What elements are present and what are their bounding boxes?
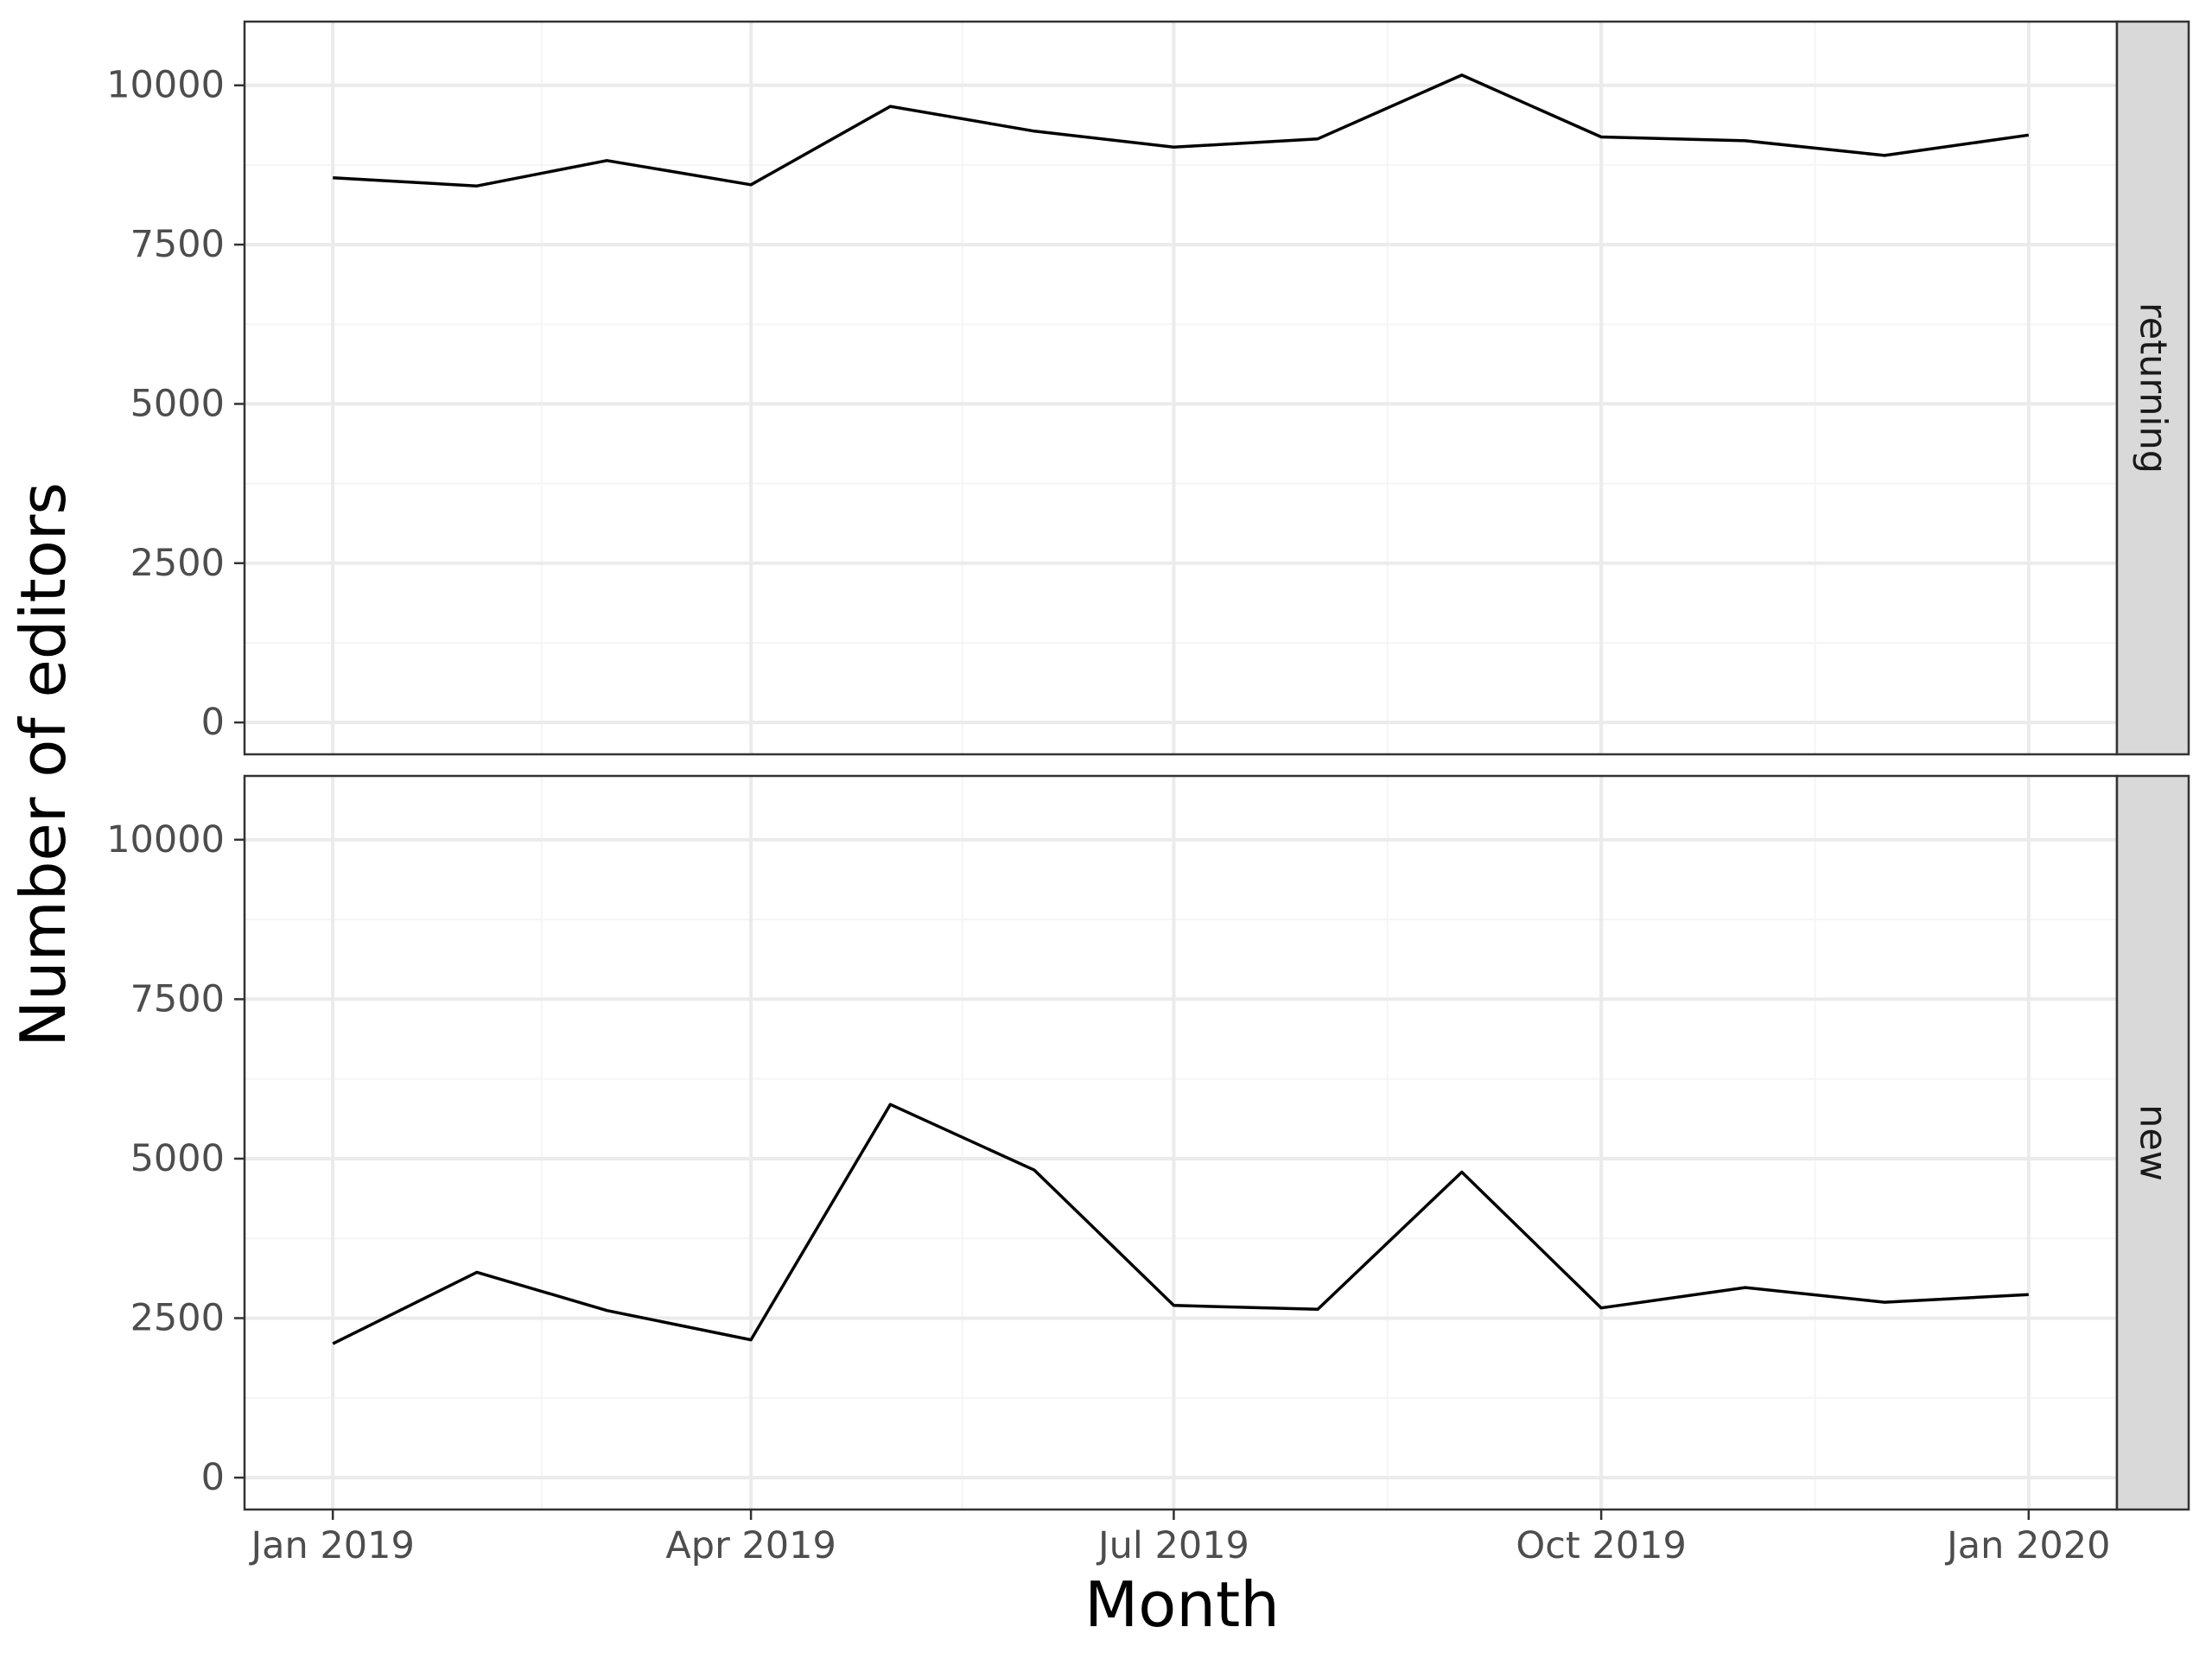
- x-tick-label: Apr 2019: [665, 1524, 836, 1567]
- panel-background: [245, 776, 2117, 1510]
- facet-strip: [2115, 20, 2190, 756]
- y-tick-label: 5000: [130, 1137, 225, 1180]
- facet-strip-label: returning: [2132, 302, 2175, 474]
- panels-layer: 0 2500 5000 7500 10000 returning 0 2500 5000 7500…: [106, 20, 2190, 1511]
- x-tick-label: Jan 2020: [1944, 1524, 2110, 1567]
- facet-strip: [2115, 774, 2190, 1511]
- x-tick-label: Jul 2019: [1096, 1524, 1249, 1567]
- y-tick-label: 7500: [130, 223, 225, 266]
- series-line-new: [332, 1103, 2029, 1345]
- y-axis-title: Number of editors: [7, 482, 79, 1047]
- x-tick-label: Jan 2019: [248, 1524, 414, 1567]
- y-tick-label: 10000: [106, 64, 225, 107]
- x-axis-title: Month: [1084, 1568, 1280, 1641]
- y-tick-label: 2500: [130, 542, 225, 585]
- x-tick-label: Oct 2019: [1516, 1524, 1686, 1567]
- series-line-returning: [333, 73, 2030, 188]
- y-tick-label: 5000: [130, 382, 225, 425]
- y-tick-label: 2500: [130, 1297, 225, 1340]
- panel-new: 0 2500 5000 7500 10000 new: [106, 774, 2190, 1511]
- y-tick-label: 10000: [106, 818, 225, 861]
- y-tick-label: 0: [201, 1456, 225, 1499]
- panel-returning: 0 2500 5000 7500 10000 returning: [106, 20, 2190, 756]
- x-axis: Jan 2019 Apr 2019 Jul 2019 Oct 2019 Jan 2020: [248, 1510, 2111, 1567]
- y-tick-label: 7500: [130, 977, 225, 1020]
- facet-strip-label: new: [2132, 1104, 2175, 1181]
- y-tick-label: 0: [201, 701, 225, 744]
- panel-background: [245, 22, 2117, 754]
